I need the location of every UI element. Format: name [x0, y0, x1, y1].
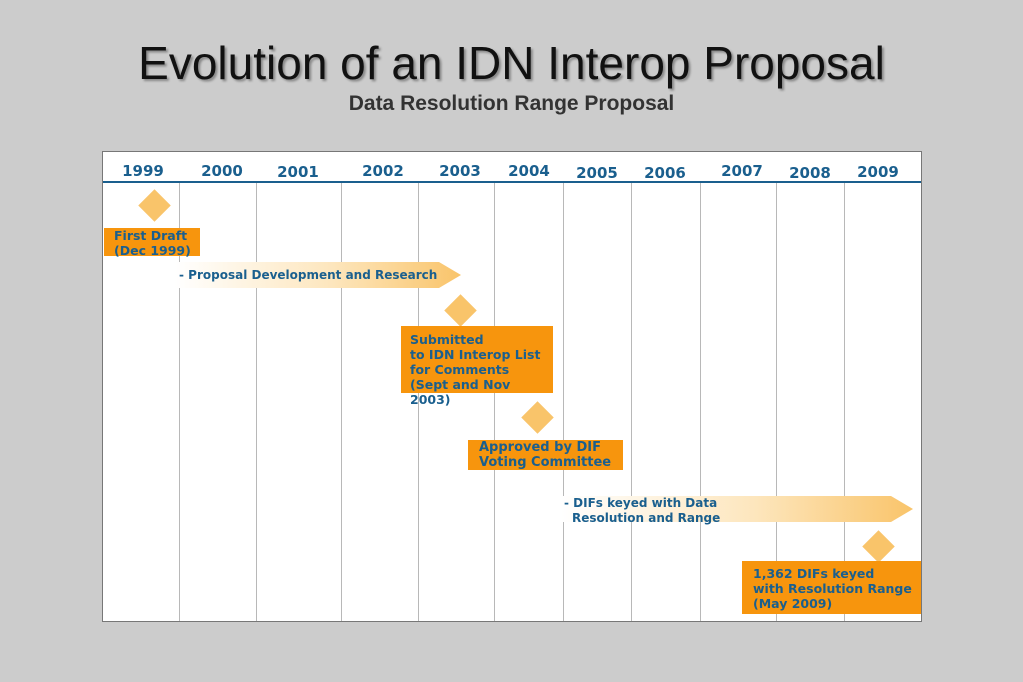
- milestone-text-line: (Sept and Nov 2003): [410, 377, 511, 407]
- year-2000: 2000: [201, 162, 243, 180]
- timeline-panel: 1999 2000 2001 2002 2003 2004 2005 2006 …: [102, 151, 922, 622]
- year-2005: 2005: [576, 164, 618, 182]
- column-divider: [563, 183, 564, 621]
- header-divider: [103, 181, 921, 183]
- phase-label-difs-keyed: - DIFs keyed with Data Resolution and Ra…: [564, 496, 720, 526]
- column-divider: [256, 183, 257, 621]
- milestone-diamond: [138, 189, 171, 222]
- milestone-submitted: Submitted to IDN Interop List for Commen…: [401, 326, 553, 407]
- column-divider: [631, 183, 632, 621]
- milestone-text-line: for Comments: [410, 362, 510, 377]
- milestone-text-line: to IDN Interop List: [410, 347, 541, 362]
- milestone-text-line: 1,362 DIFs keyed: [753, 566, 875, 581]
- year-2007: 2007: [721, 162, 763, 180]
- year-2002: 2002: [362, 162, 404, 180]
- milestone-text-line: Submitted: [410, 332, 484, 347]
- milestone-difs-keyed: 1,362 DIFs keyed with Resolution Range (…: [742, 561, 921, 614]
- year-1999: 1999: [122, 162, 164, 180]
- milestone-text-line: Approved by DIF: [479, 440, 601, 455]
- page-subtitle: Data Resolution Range Proposal: [348, 92, 675, 115]
- column-divider: [179, 183, 180, 621]
- milestone-text-line: (May 2009): [753, 596, 833, 611]
- milestone-text-line: with Resolution Range: [753, 581, 912, 596]
- column-divider: [776, 183, 777, 621]
- milestone-diamond: [862, 530, 895, 563]
- year-2009: 2009: [857, 163, 899, 181]
- page-title: Evolution of an IDN Interop Proposal: [138, 37, 885, 89]
- year-2008: 2008: [789, 164, 831, 182]
- milestone-first-draft: First Draft (Dec 1999): [104, 228, 200, 258]
- milestone-text-line: First Draft: [114, 228, 188, 243]
- column-divider: [418, 183, 419, 621]
- phase-arrow-proposal-development: [175, 262, 461, 288]
- milestone-text-line: (Dec 1999): [114, 243, 191, 258]
- year-2001: 2001: [277, 163, 319, 181]
- column-divider: [844, 183, 845, 621]
- milestone-approved: Approved by DIF Voting Committee: [468, 440, 623, 470]
- phase-arrow-difs-keyed: [561, 496, 913, 522]
- column-divider: [341, 183, 342, 621]
- column-divider: [494, 183, 495, 621]
- milestone-text-line: Voting Committee: [479, 455, 612, 470]
- column-divider: [700, 183, 701, 621]
- phase-label-line: Resolution and Range: [572, 511, 721, 525]
- phase-label-proposal-development: - Proposal Development and Research: [179, 268, 438, 282]
- year-2006: 2006: [644, 164, 686, 182]
- milestone-diamond: [444, 294, 477, 327]
- year-2004: 2004: [508, 162, 550, 180]
- phase-label-line: - DIFs keyed with Data: [564, 496, 718, 510]
- year-2003: 2003: [439, 162, 481, 180]
